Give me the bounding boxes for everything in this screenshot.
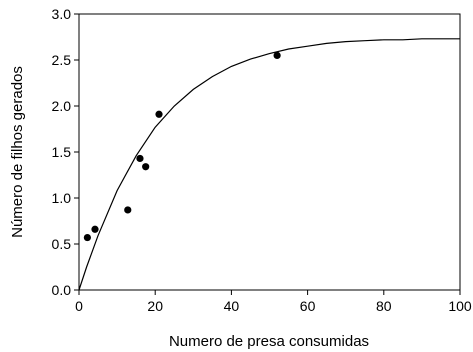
y-tick-label: 2.5 — [52, 52, 72, 68]
data-point — [91, 225, 99, 233]
y-axis-title: Número de filhos gerados — [9, 66, 26, 238]
y-tick-label: 1.5 — [52, 144, 72, 160]
y-axis: 0.0 0.5 1.0 1.5 2.0 2.5 3.0 — [52, 6, 79, 298]
data-point — [124, 206, 132, 214]
y-tick-label: 3.0 — [52, 6, 72, 22]
x-axis-title: Numero de presa consumidas — [169, 333, 369, 350]
data-point — [273, 51, 281, 60]
x-tick-label: 0 — [75, 298, 83, 314]
x-tick-label: 80 — [376, 298, 392, 314]
x-tick-label: 40 — [224, 298, 240, 314]
x-tick-label: 60 — [300, 298, 316, 314]
x-axis: 0 20 40 60 80 100 — [75, 290, 472, 314]
data-point — [83, 233, 91, 242]
y-tick-label: 1.0 — [52, 190, 72, 206]
y-tick-label: 0.5 — [52, 236, 72, 252]
plot-frame — [78, 13, 461, 291]
scatter-points — [83, 51, 281, 242]
data-point — [155, 110, 163, 118]
data-point — [142, 163, 150, 171]
x-tick-label: 100 — [448, 298, 472, 314]
x-tick-label: 20 — [147, 298, 163, 314]
fit-curve-line — [78, 38, 460, 291]
y-tick-label: 2.0 — [52, 98, 72, 114]
y-tick-label: 0.0 — [52, 282, 72, 298]
data-point — [136, 154, 144, 163]
